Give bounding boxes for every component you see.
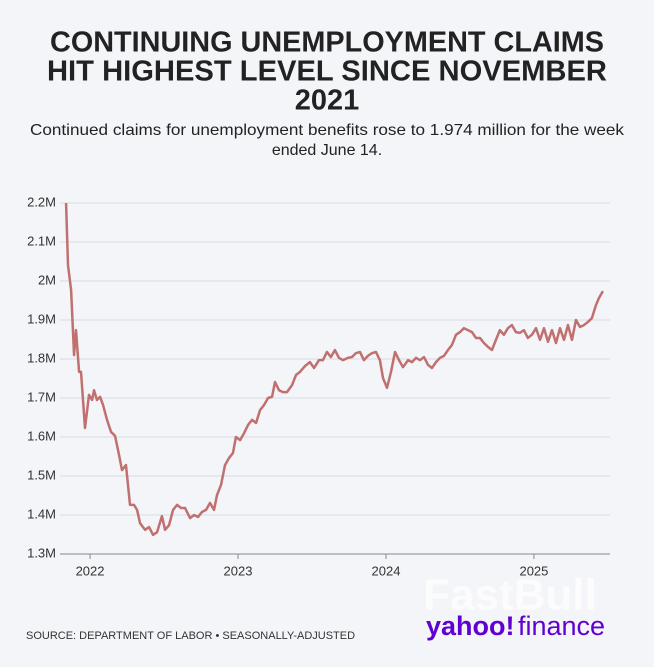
x-tick-label: 2023 <box>224 563 253 578</box>
y-tick-label: 2.2M <box>27 194 56 209</box>
source: SOURCE: DEPARTMENT OF LABOR • SEASONALLY… <box>26 630 355 642</box>
y-tick-label: 1.5M <box>27 467 56 482</box>
y-tick-label: 1.7M <box>27 389 56 404</box>
y-tick-label: 1.4M <box>27 506 56 521</box>
y-tick-label: 2M <box>38 272 56 287</box>
y-tick-label: 1.8M <box>27 350 56 365</box>
line <box>64 202 604 537</box>
x-tick-label: 2022 <box>76 563 105 578</box>
x-tick-label: 2024 <box>372 563 401 578</box>
y-tick-label: 2.1M <box>27 233 56 248</box>
chart-title: HIT HIGHEST LEVEL SINCE NOVEMBER <box>47 56 607 88</box>
logo: finance <box>518 611 605 641</box>
logo: yahoo! <box>426 611 515 641</box>
chart-title: CONTINUING UNEMPLOYMENT CLAIMS <box>50 27 604 59</box>
watermark: FastBull <box>423 571 597 620</box>
subtitle: ended June 14. <box>272 142 382 159</box>
x-tick-label: 2025 <box>519 563 548 578</box>
subtitle: Continued claims for unemployment benefi… <box>30 122 625 139</box>
chart-title: 2021 <box>295 85 360 117</box>
y-tick-label: 1.6M <box>27 428 56 443</box>
y-tick-label: 1.3M <box>27 545 56 560</box>
y-tick-label: 1.9M <box>27 311 56 326</box>
